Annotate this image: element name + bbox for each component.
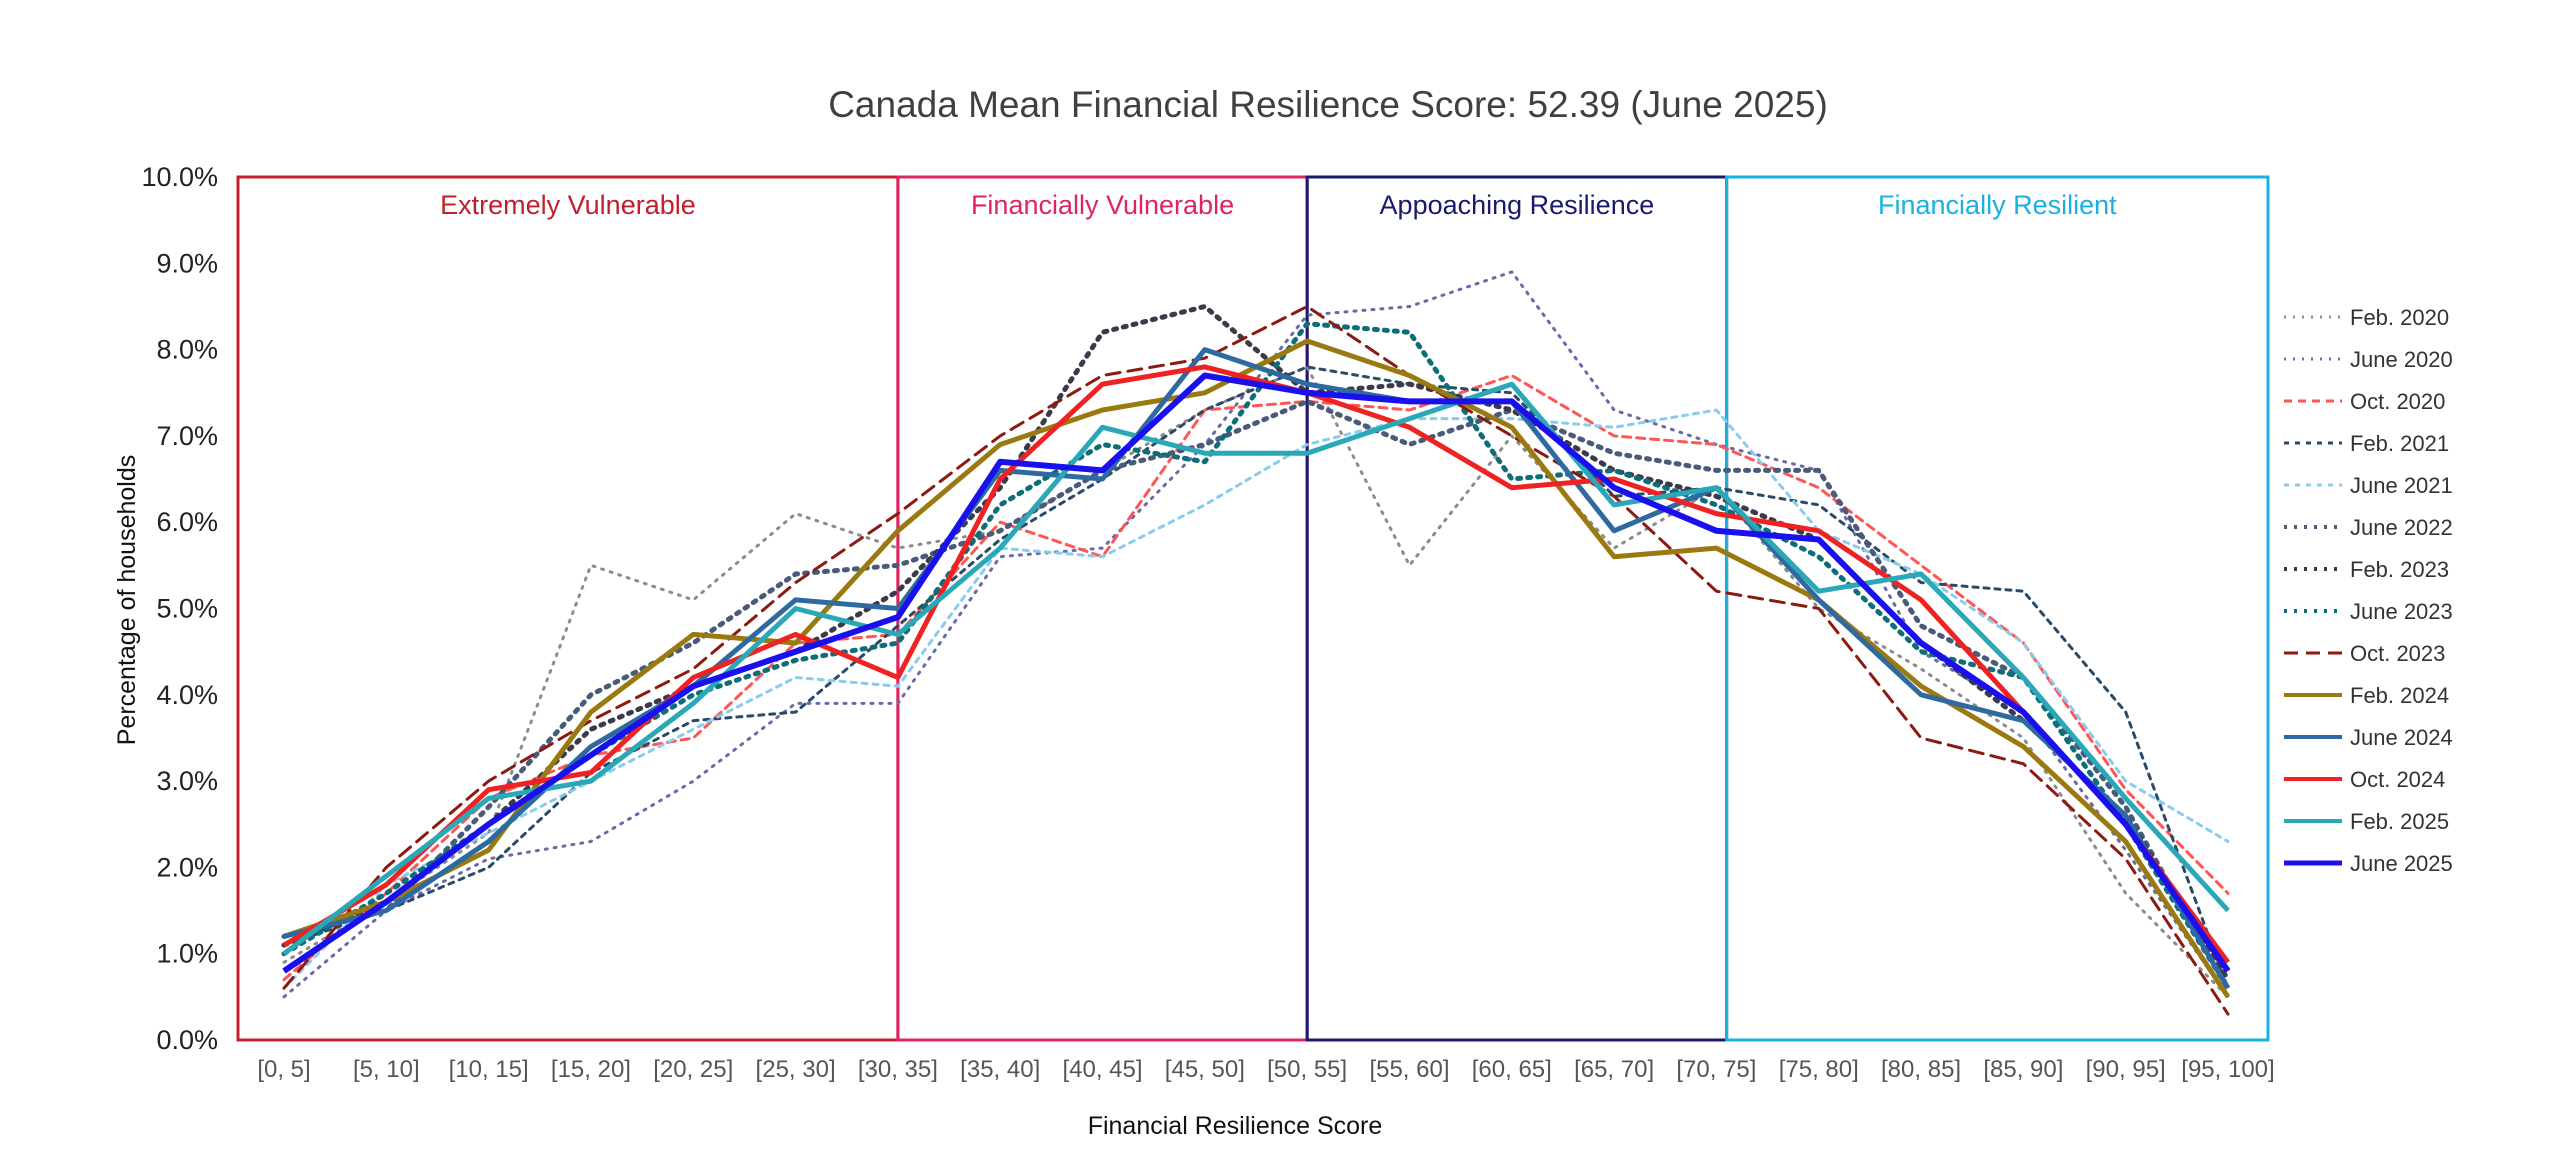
zone-border bbox=[896, 175, 1309, 1042]
y-tick-label: 8.0% bbox=[156, 335, 218, 365]
y-tick-label: 7.0% bbox=[156, 421, 218, 451]
series-line-june-2021 bbox=[282, 408, 2230, 990]
x-tick-label: [85, 90] bbox=[1983, 1056, 2063, 1083]
legend-label: Oct. 2020 bbox=[2350, 389, 2445, 414]
series-line-june-2025 bbox=[282, 372, 2231, 974]
x-tick-label: [0, 5] bbox=[257, 1056, 310, 1083]
legend-label: June 2025 bbox=[2350, 851, 2453, 876]
legend-label: Oct. 2023 bbox=[2350, 641, 2445, 666]
y-tick-label: 6.0% bbox=[156, 507, 218, 537]
x-tick-label: [80, 85] bbox=[1881, 1056, 1961, 1083]
x-tick-label: [65, 70] bbox=[1574, 1056, 1654, 1083]
legend-label: June 2023 bbox=[2350, 599, 2453, 624]
series-line-feb-2021 bbox=[282, 365, 2230, 990]
legend-item: Oct. 2023 bbox=[2284, 641, 2445, 666]
x-tick-label: [55, 60] bbox=[1369, 1056, 1449, 1083]
zone-appoaching-resilience: Appoaching Resilience bbox=[1305, 175, 1729, 1042]
legend-item: June 2023 bbox=[2284, 599, 2453, 624]
x-tick-label: [75, 80] bbox=[1779, 1056, 1859, 1083]
legend-label: June 2020 bbox=[2350, 347, 2453, 372]
x-axis-label: Financial Resilience Score bbox=[1088, 1112, 1383, 1140]
series-line-oct-2023 bbox=[282, 305, 2230, 1016]
zone-financially-resilient: Financially Resilient bbox=[1725, 175, 2270, 1042]
legend-label: Feb. 2020 bbox=[2350, 305, 2449, 330]
legend-item: Feb. 2025 bbox=[2284, 809, 2449, 834]
legend-item: June 2025 bbox=[2284, 851, 2453, 876]
series-layer bbox=[281, 270, 2231, 1016]
x-tick-label: [60, 65] bbox=[1472, 1056, 1552, 1083]
series-line-oct-2024 bbox=[282, 364, 2231, 964]
legend-item: Oct. 2020 bbox=[2284, 389, 2445, 414]
legend-item: Oct. 2024 bbox=[2284, 767, 2445, 792]
legend-item: June 2021 bbox=[2284, 473, 2453, 498]
series-line-feb-2023 bbox=[281, 304, 2231, 983]
x-tick-label: [45, 50] bbox=[1165, 1056, 1245, 1083]
zone-border bbox=[1725, 175, 2270, 1042]
legend-label: June 2024 bbox=[2350, 725, 2453, 750]
legend: Feb. 2020 June 2020 Oct. 2020 Feb. 2021 June… bbox=[2284, 305, 2453, 876]
legend-label: June 2022 bbox=[2350, 515, 2453, 540]
x-tick-label: [70, 75] bbox=[1676, 1056, 1756, 1083]
legend-label: June 2021 bbox=[2350, 473, 2453, 498]
zone-financially-vulnerable: Financially Vulnerable bbox=[896, 175, 1309, 1042]
x-tick-label: [10, 15] bbox=[449, 1056, 529, 1083]
zone-border bbox=[1305, 175, 1729, 1042]
series-line-oct-2020 bbox=[282, 374, 2230, 982]
legend-label: Feb. 2023 bbox=[2350, 557, 2449, 582]
legend-item: June 2020 bbox=[2284, 347, 2453, 372]
legend-label: Oct. 2024 bbox=[2350, 767, 2445, 792]
y-tick-label: 5.0% bbox=[156, 594, 218, 624]
zones-layer: Extremely Vulnerable Financially Vulnerab… bbox=[236, 175, 2270, 1042]
y-tick-label: 0.0% bbox=[156, 1025, 218, 1055]
x-tick-label: [25, 30] bbox=[756, 1056, 836, 1083]
series-line-june-2024 bbox=[283, 347, 2231, 990]
legend-item: Feb. 2024 bbox=[2284, 683, 2449, 708]
y-tick-label: 3.0% bbox=[156, 766, 218, 796]
zone-label: Financially Vulnerable bbox=[971, 190, 1234, 220]
y-tick-label: 10.0% bbox=[141, 162, 218, 192]
x-tick-label: [90, 95] bbox=[2086, 1056, 2166, 1083]
y-tick-label: 2.0% bbox=[156, 852, 218, 882]
series-line-feb-2025 bbox=[282, 381, 2230, 956]
series-line-feb-2020 bbox=[282, 365, 2230, 999]
x-tick-label: [5, 10] bbox=[353, 1056, 420, 1083]
x-tick-label: [20, 25] bbox=[653, 1056, 733, 1083]
series-line-june-2022 bbox=[281, 398, 2231, 991]
legend-label: Feb. 2024 bbox=[2350, 683, 2449, 708]
y-tick-label: 4.0% bbox=[156, 680, 218, 710]
series-line-june-2020 bbox=[282, 270, 2230, 999]
x-tick-label: [50, 55] bbox=[1267, 1056, 1347, 1083]
y-axis-label: Percentage of households bbox=[113, 455, 141, 746]
legend-item: June 2022 bbox=[2284, 515, 2453, 540]
y-tick-label: 1.0% bbox=[156, 939, 218, 969]
legend-item: Feb. 2021 bbox=[2284, 431, 2449, 456]
zone-label: Appoaching Resilience bbox=[1380, 190, 1655, 220]
series-line-feb-2024 bbox=[283, 338, 2231, 999]
legend-label: Feb. 2025 bbox=[2350, 809, 2449, 834]
legend-label: Feb. 2021 bbox=[2350, 431, 2449, 456]
y-tick-label: 9.0% bbox=[156, 248, 218, 278]
x-tick-label: [30, 35] bbox=[858, 1056, 938, 1083]
x-tick-label: [40, 45] bbox=[1062, 1056, 1142, 1083]
legend-item: Feb. 2023 bbox=[2284, 557, 2449, 582]
zone-label: Extremely Vulnerable bbox=[440, 190, 696, 220]
x-axis-ticks: [0, 5] [5, 10] [10, 15] [15, 20] [20, 25] [25… bbox=[257, 1056, 2274, 1083]
zone-label: Financially Resilient bbox=[1878, 190, 2117, 220]
x-tick-label: [95, 100] bbox=[2181, 1056, 2274, 1083]
legend-item: Feb. 2020 bbox=[2284, 305, 2449, 330]
x-tick-label: [15, 20] bbox=[551, 1056, 631, 1083]
y-axis-ticks: 0.0% 1.0% 2.0% 3.0% 4.0% 5.0% 6.0% 7.0% 8.0% 9.0%… bbox=[141, 162, 218, 1055]
x-tick-label: [35, 40] bbox=[960, 1056, 1040, 1083]
legend-item: June 2024 bbox=[2284, 725, 2453, 750]
chart-title: Canada Mean Financial Resilience Score: … bbox=[828, 84, 1828, 125]
